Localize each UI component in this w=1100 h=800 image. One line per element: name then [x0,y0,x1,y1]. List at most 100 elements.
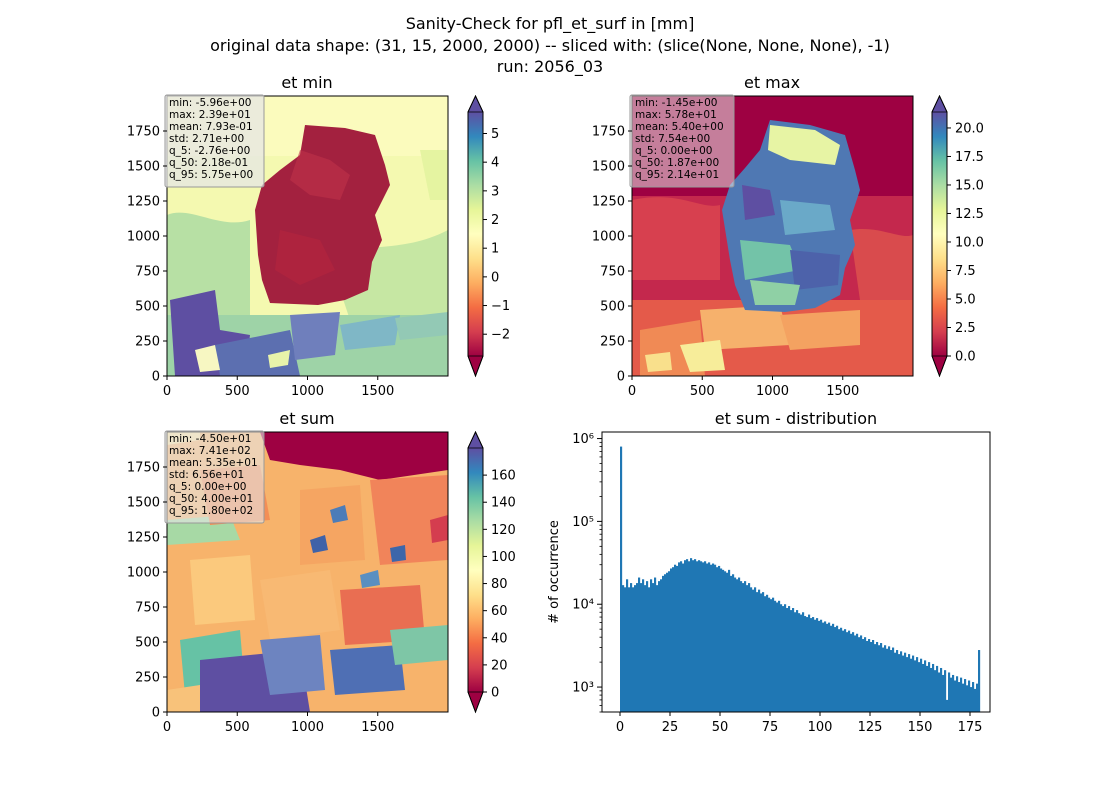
histogram-bar [630,583,633,712]
histogram-bar [726,572,729,712]
colorbar-tick-label: 17.5 [955,150,984,165]
histogram-bar [732,574,735,712]
histogram-bar [720,568,723,712]
histogram-bar [818,620,821,712]
histogram-bar [822,622,825,712]
colorbar-tick-label: 160 [491,469,516,484]
histogram-bar [636,583,639,712]
histogram-bar [738,577,741,712]
histogram-bar [766,594,769,712]
histogram-bar [860,635,863,712]
x-tick-label: 1000 [756,384,789,399]
axes-ticks: 0 500 1000 1500 0 250 500 750 1000 1250 1500 1750 [127,461,394,736]
histogram-bar [680,561,683,712]
colorbar-extend-bottom [931,355,948,378]
histogram-bar [798,613,801,712]
stat-line: max: 2.39e+01 [169,109,251,121]
histogram-bar [660,579,663,712]
histogram-bar [648,587,651,712]
y-tick-label: 1250 [592,195,625,210]
histogram-bar [734,577,737,712]
panel-et-sum-distribution: et sum - distribution 0 25 50 75 100 125 150 17… [547,409,991,735]
x-tick-label: 1500 [826,384,859,399]
histogram-bar [700,561,703,712]
histogram-bar [774,600,777,712]
panel-et-sum: et sum min: -4.50e+0 [127,409,516,735]
histogram-bar [862,639,865,712]
colorbar-tick-label: 20 [491,658,508,673]
y-tick-label: 500 [600,300,625,315]
stat-line: q_50: 4.00e+01 [169,493,253,505]
histogram-bar [778,600,781,712]
histogram-bar [762,592,765,712]
stat-line: q_95: 1.80e+02 [169,505,253,517]
histogram-bar [824,621,827,712]
histogram-bar [950,677,953,712]
histogram-bar [974,688,977,712]
histogram-bar [888,646,891,712]
stat-line: mean: 5.35e+01 [169,457,258,469]
colorbar-tick-label: 1 [491,242,499,257]
x-tick-label: 175 [958,720,983,735]
colorbar-tick-label: 0.0 [955,350,976,365]
heatmap-image [167,96,448,376]
stats-box: min: -5.96e+00 max: 2.39e+01 mean: 7.93e… [164,94,265,188]
histogram-bar [858,637,861,712]
histogram-bar [642,579,645,712]
colorbar-tick-label: 60 [491,604,508,619]
stat-line: min: -4.50e+01 [169,433,251,445]
x-tick-label: 0 [163,720,171,735]
histogram-bar [946,699,949,712]
histogram-bar [844,629,847,712]
panel-et-max: et max min: -1.45e+00 max: 5.78e+01 [592,73,984,399]
y-tick-label: 1500 [127,496,160,511]
colorbar-tick-label: −1 [491,299,510,314]
histogram-bar [650,579,653,712]
histogram-bar [846,632,849,712]
y-tick-label: 1500 [127,160,160,175]
histogram-bar [784,604,787,712]
stat-line: std: 6.56e+01 [169,469,244,481]
colorbar-tick-label: 4 [491,156,499,171]
histogram-bar [808,614,811,712]
figure-title: Sanity-Check for pfl_et_surf in [mm] [406,14,695,34]
stat-line: min: -5.96e+00 [169,97,251,109]
histogram-bar [842,630,845,712]
histogram-bar [886,648,889,712]
colorbar-tick-label: 2 [491,213,499,228]
histogram-bar [760,593,763,712]
histogram-bar [964,679,967,712]
histogram-bar [770,599,773,712]
histogram-bars [620,446,981,712]
histogram-bar [728,569,731,712]
panel-title: et min [281,73,332,92]
histogram-bar [910,658,913,712]
histogram-bar [856,633,859,712]
y-tick-label: 0 [152,706,160,721]
colorbar-extend-top [467,95,484,113]
histogram-bar [664,574,667,712]
histogram-bar [902,655,905,712]
colorbar-tick-label: 0 [491,686,499,701]
histogram-bar [684,560,687,712]
x-tick-label: 1500 [361,720,394,735]
histogram-bar [948,672,951,712]
x-tick-label: 0 [616,720,624,735]
histogram-bar [756,592,759,712]
histogram-bar [876,641,879,712]
y-tick-label: 250 [600,335,625,350]
x-tick-label: 125 [858,720,883,735]
histogram-bar [848,630,851,712]
histogram-bar [850,633,853,712]
histogram-bar [686,559,689,712]
colorbar-tick-label: 7.5 [955,264,976,279]
histogram-bar [864,637,867,712]
histogram-bar [634,585,637,712]
histogram-bar [670,568,673,712]
histogram-bar [782,606,785,712]
colorbar-extend-top [467,431,484,449]
histogram-bar [954,680,957,712]
histogram-bar [620,446,623,712]
x-tick-label: 50 [712,720,729,735]
colorbar: 0.0 2.5 5.0 7.5 10.0 12.5 15.0 17.5 20.0 [931,94,984,378]
